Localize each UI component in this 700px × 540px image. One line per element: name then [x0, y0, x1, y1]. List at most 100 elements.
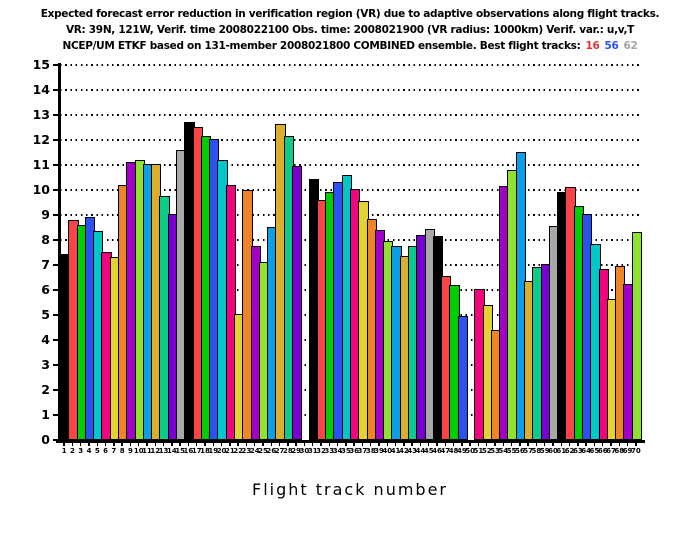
x-tick-label-47: 47 — [440, 447, 451, 455]
y-tick-0 — [53, 439, 59, 441]
y-tick-label-5: 5 — [41, 307, 50, 322]
x-tick-55 — [510, 442, 513, 446]
y-tick-9 — [53, 214, 59, 216]
x-tick-label-9: 9 — [127, 447, 133, 455]
x-tick-label-33: 33 — [324, 447, 335, 455]
x-tick-6 — [104, 442, 107, 446]
x-tick-35 — [345, 442, 347, 446]
x-tick-4 — [88, 442, 90, 446]
x-tick-16 — [187, 442, 190, 446]
x-tick-45 — [427, 442, 430, 446]
x-tick-label-48: 48 — [448, 447, 459, 455]
x-tick-label-59: 59 — [539, 447, 550, 455]
x-tick-46 — [436, 442, 438, 446]
y-tick-4 — [53, 339, 59, 341]
gridline-11 — [60, 164, 640, 166]
x-tick-38 — [369, 442, 372, 446]
x-tick-label-29: 29 — [291, 447, 302, 455]
x-tick-label-43: 43 — [407, 447, 418, 455]
x-tick-label-34: 34 — [332, 447, 343, 455]
x-tick-48 — [452, 442, 455, 446]
y-tick-13 — [53, 114, 59, 116]
x-tick-label-26: 26 — [266, 447, 277, 455]
best-track-56: 56 — [604, 40, 619, 52]
x-tick-1 — [63, 442, 65, 446]
x-tick-label-14: 14 — [166, 447, 177, 455]
x-tick-31 — [311, 442, 314, 446]
x-tick-43 — [411, 442, 413, 446]
y-tick-14 — [53, 89, 59, 91]
y-tick-label-15: 15 — [32, 57, 50, 72]
x-tick-label-51: 51 — [473, 447, 484, 455]
x-tick-64 — [585, 442, 587, 446]
y-tick-12 — [53, 139, 59, 141]
x-tick-label-36: 36 — [349, 447, 360, 455]
x-tick-65 — [593, 442, 596, 446]
x-tick-label-65: 65 — [589, 447, 600, 455]
x-tick-label-16: 16 — [183, 447, 194, 455]
x-tick-23 — [245, 442, 248, 446]
x-tick-label-42: 42 — [398, 447, 409, 455]
y-tick-label-0: 0 — [41, 432, 50, 447]
x-tick-41 — [394, 442, 397, 446]
gridline-13 — [60, 114, 640, 116]
x-tick-label-37: 37 — [357, 447, 368, 455]
x-tick-66 — [601, 442, 604, 446]
x-tick-58 — [535, 442, 538, 446]
x-tick-label-44: 44 — [415, 447, 426, 455]
y-tick-label-1: 1 — [41, 407, 50, 422]
x-tick-5 — [96, 442, 99, 446]
y-tick-11 — [53, 164, 59, 166]
x-tick-56 — [519, 442, 521, 446]
plot-area — [60, 64, 642, 440]
y-tick-6 — [53, 289, 59, 291]
x-tick-60 — [552, 442, 554, 446]
x-tick-label-40: 40 — [382, 447, 393, 455]
x-tick-label-38: 38 — [365, 447, 376, 455]
x-tick-label-1: 1 — [61, 447, 67, 455]
y-tick-label-7: 7 — [41, 257, 50, 272]
x-tick-label-21: 21 — [224, 447, 235, 455]
x-tick-label-4: 4 — [86, 447, 92, 455]
x-tick-label-50: 50 — [465, 447, 476, 455]
x-tick-68 — [618, 442, 621, 446]
y-tick-label-9: 9 — [41, 207, 50, 222]
x-tick-13 — [162, 442, 165, 446]
x-tick-label-54: 54 — [498, 447, 509, 455]
x-tick-label-57: 57 — [523, 447, 534, 455]
x-tick-27 — [278, 442, 281, 446]
x-tick-61 — [560, 442, 563, 446]
y-axis-line — [58, 63, 61, 441]
x-tick-9 — [129, 442, 132, 446]
x-tick-18 — [204, 442, 206, 446]
x-tick-10 — [137, 442, 140, 446]
x-tick-24 — [253, 442, 256, 446]
x-tick-label-5: 5 — [94, 447, 100, 455]
x-tick-69 — [626, 442, 629, 446]
x-tick-label-20: 20 — [216, 447, 227, 455]
x-tick-44 — [419, 442, 422, 446]
y-tick-label-3: 3 — [41, 357, 50, 372]
x-tick-label-7: 7 — [111, 447, 117, 455]
chart-title-line3: NCEP/UM ETKF based on 131-member 2008021… — [0, 40, 700, 52]
gridline-15 — [60, 64, 640, 66]
bar-70 — [632, 232, 642, 440]
x-tick-label-22: 22 — [233, 447, 244, 455]
bar-21 — [226, 185, 236, 440]
x-tick-label-30: 30 — [299, 447, 310, 455]
x-tick-label-24: 24 — [249, 447, 260, 455]
y-tick-label-10: 10 — [32, 182, 50, 197]
bar-49 — [458, 316, 468, 440]
x-tick-label-52: 52 — [481, 447, 492, 455]
x-tick-22 — [237, 442, 239, 446]
x-tick-label-66: 66 — [597, 447, 608, 455]
x-tick-17 — [195, 442, 198, 446]
bar-29 — [292, 166, 302, 440]
x-tick-14 — [171, 442, 173, 446]
x-tick-label-11: 11 — [142, 447, 152, 455]
x-tick-28 — [287, 442, 289, 446]
x-tick-33 — [328, 442, 331, 446]
y-tick-label-8: 8 — [41, 232, 50, 247]
x-tick-label-69: 69 — [622, 447, 633, 455]
